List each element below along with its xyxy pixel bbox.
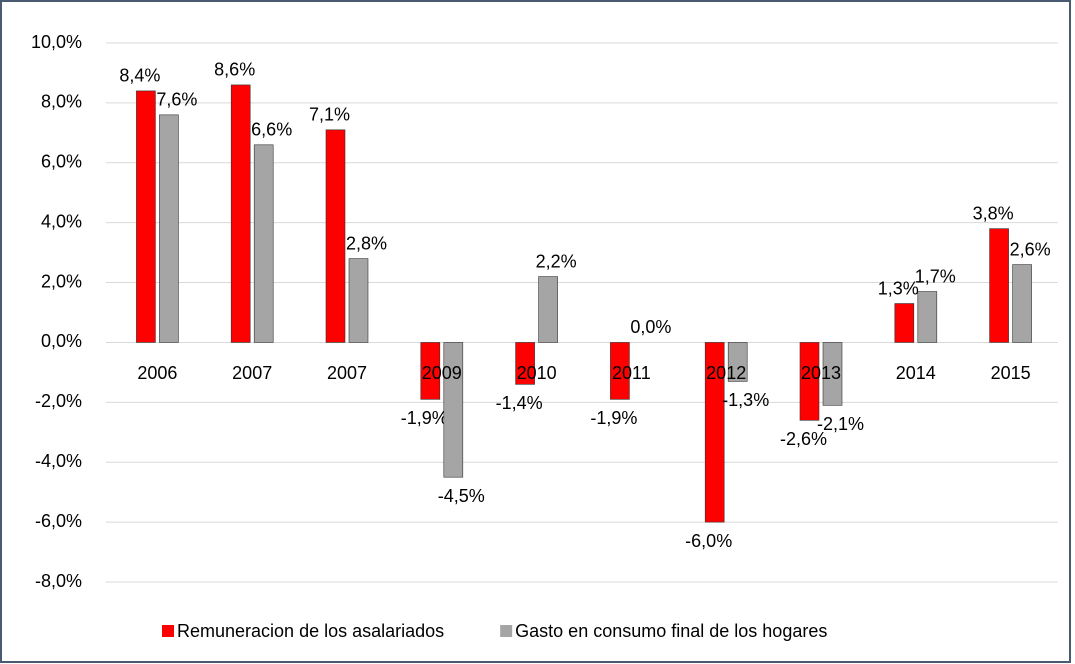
data-label: 8,6% [214, 60, 255, 80]
x-tick-label: 2006 [137, 363, 177, 383]
bar [989, 228, 1009, 343]
y-tick-label: -6,0% [35, 511, 82, 531]
data-label: 8,4% [119, 66, 160, 86]
legend-label: Gasto en consumo final de los hogares [515, 621, 827, 641]
bar [894, 303, 915, 343]
x-tick-label: 2011 [612, 363, 651, 383]
data-label: -4,5% [438, 486, 485, 506]
bar [325, 129, 346, 343]
data-label: 2,2% [536, 251, 577, 271]
x-tick-label: 2007 [327, 363, 367, 383]
bar [538, 276, 558, 343]
y-tick-label: -8,0% [35, 571, 82, 591]
bar [159, 114, 179, 343]
bar [136, 90, 156, 343]
y-tick-label: -4,0% [35, 451, 82, 471]
data-label: -1,4% [496, 393, 543, 413]
data-label: 0,0% [630, 317, 671, 337]
data-label: -1,3% [722, 390, 769, 410]
y-tick-label: 0,0% [41, 331, 82, 351]
x-tick-label: 2015 [991, 363, 1031, 383]
data-label: -1,9% [590, 408, 637, 428]
legend-swatch [162, 625, 174, 637]
data-label: -1,9% [401, 408, 448, 428]
bar [1012, 264, 1032, 343]
y-tick-label: 10,0% [31, 32, 82, 52]
y-tick-label: 8,0% [41, 92, 82, 112]
data-label: 1,7% [915, 266, 956, 286]
data-label: -6,0% [685, 531, 732, 551]
y-tick-label: 6,0% [41, 152, 82, 172]
y-tick-label: -2,0% [35, 391, 82, 411]
data-label: -2,1% [817, 414, 864, 434]
bar [515, 342, 535, 385]
bar [348, 258, 369, 343]
x-tick-label: 2014 [896, 363, 936, 383]
data-label: -2,6% [780, 429, 827, 449]
bar [253, 144, 274, 343]
x-tick-label: 2009 [422, 363, 462, 383]
data-label: 7,1% [309, 105, 350, 125]
data-label: 2,6% [1010, 239, 1051, 259]
bar [230, 84, 251, 343]
x-tick-label: 2013 [801, 363, 841, 383]
legend-label: Remuneracion de los asalariados [177, 621, 444, 641]
bar [420, 342, 441, 400]
x-tick-label: 2010 [517, 363, 557, 383]
bar [610, 342, 630, 400]
y-tick-label: 4,0% [41, 211, 82, 231]
data-label: 6,6% [251, 120, 292, 140]
bar [822, 342, 843, 406]
x-tick-label: 2012 [706, 363, 746, 383]
bar [443, 342, 464, 478]
bar [917, 291, 938, 343]
legend-swatch [500, 625, 513, 637]
data-label: 7,6% [156, 90, 197, 110]
bar [799, 342, 820, 421]
bar [704, 342, 725, 523]
y-tick-label: 2,0% [41, 271, 82, 291]
bar [727, 342, 748, 382]
data-label: 1,3% [878, 278, 919, 298]
data-label: 2,8% [346, 233, 387, 253]
data-label: 3,8% [973, 203, 1014, 223]
x-tick-label: 2007 [232, 363, 272, 383]
